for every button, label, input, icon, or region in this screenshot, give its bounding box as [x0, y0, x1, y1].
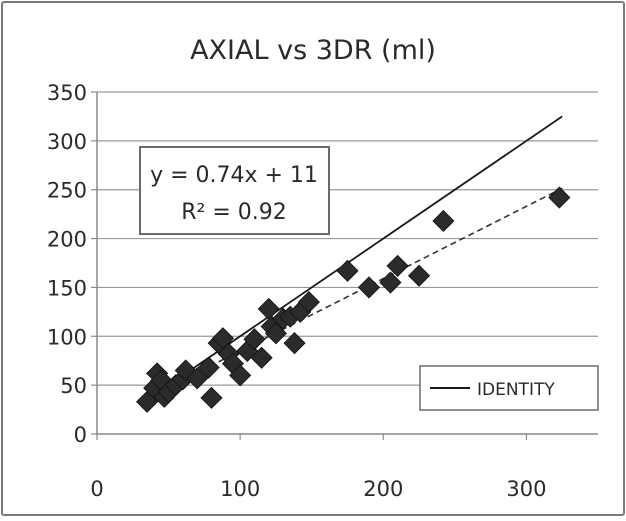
data-point	[197, 356, 220, 379]
legend: IDENTITY	[419, 365, 599, 411]
data-point	[432, 209, 455, 233]
r-squared-label: R² = 0.92	[181, 200, 287, 225]
data-point	[357, 276, 381, 299]
chart-title: AXIAL vs 3DR (ml)	[190, 35, 436, 66]
data-point	[386, 254, 409, 277]
data-point	[264, 322, 287, 345]
y-tick-label: 50	[60, 374, 87, 398]
y-tick-label: 0	[74, 423, 87, 447]
data-points	[136, 186, 571, 413]
regression-equation: y = 0.74x + 11	[150, 163, 318, 188]
fit-lines	[146, 115, 563, 401]
data-point	[379, 271, 402, 294]
x-tick-label: 200	[363, 477, 403, 501]
regression-trend-line	[146, 187, 563, 399]
legend-identity-label: IDENTITY	[477, 380, 555, 400]
tick-labels: 0 50 100 150 200 250 300 350 0 100 200 300	[47, 81, 547, 501]
data-point	[250, 346, 273, 369]
axes	[91, 91, 598, 440]
equation-box: y = 0.74x + 11 R² = 0.92	[139, 146, 330, 235]
data-point	[186, 367, 209, 390]
data-point	[297, 291, 320, 314]
data-point	[408, 264, 431, 287]
y-tick-label: 150	[47, 276, 87, 300]
data-point	[200, 386, 223, 409]
y-tick-label: 250	[47, 179, 87, 203]
y-tick-label: 350	[47, 81, 87, 105]
y-tick-label: 300	[47, 130, 87, 154]
data-point	[243, 328, 266, 351]
x-tick-label: 100	[220, 477, 260, 501]
data-point	[548, 186, 571, 209]
x-tick-label: 0	[90, 477, 103, 501]
x-tick-label: 300	[506, 477, 546, 501]
equation-box-frame	[139, 146, 330, 235]
data-point	[229, 364, 252, 387]
data-point	[283, 332, 306, 355]
data-point	[336, 259, 359, 282]
identity-line	[146, 115, 563, 401]
y-tick-label: 100	[47, 325, 87, 349]
y-tick-label: 200	[47, 228, 87, 252]
